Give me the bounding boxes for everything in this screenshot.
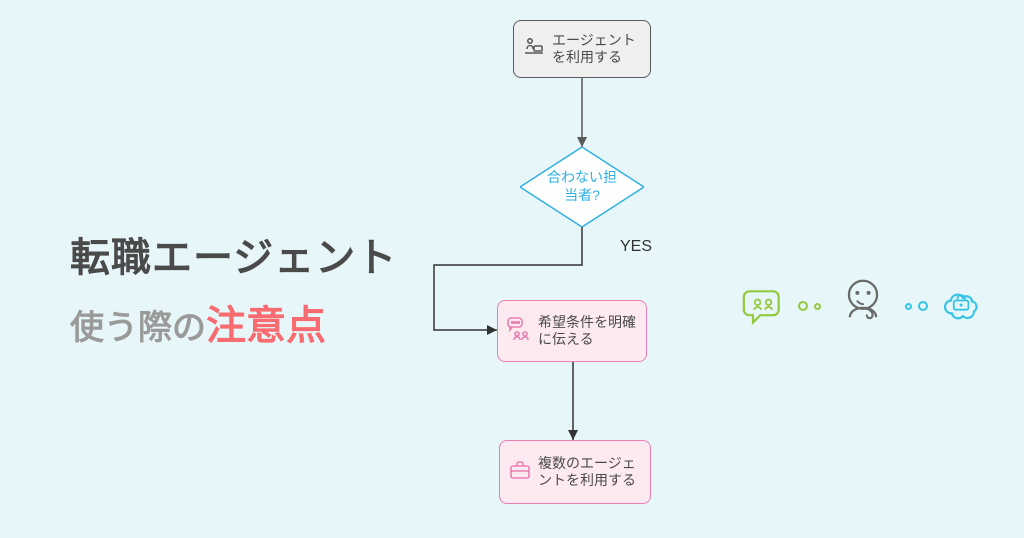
thought-dots-right bbox=[905, 301, 928, 311]
heading-line1: 転職エージェント bbox=[70, 225, 397, 283]
person-desk-icon bbox=[522, 35, 546, 64]
node-label: 希望条件を明確に伝える bbox=[538, 314, 638, 349]
dialog-people-icon bbox=[506, 316, 532, 347]
flowchart-node-tell-conditions: 希望条件を明確に伝える bbox=[497, 300, 647, 362]
flowchart-node-bad-match: 合わない担当者? bbox=[520, 147, 644, 227]
node-label: 合わない担当者? bbox=[542, 169, 621, 204]
speech-bubble-icon bbox=[742, 284, 786, 328]
thought-dots-left bbox=[798, 301, 821, 311]
thinking-person-icon bbox=[833, 276, 893, 336]
infographic-heading: 転職エージェント 使う際の注意点 bbox=[70, 225, 397, 351]
briefcase-icon bbox=[508, 458, 532, 487]
thought-cloud-icon bbox=[940, 284, 984, 328]
flowchart-node-use-multiple: 複数のエージェントを利用する bbox=[499, 440, 651, 504]
edge-label-yes: YES bbox=[620, 238, 652, 256]
flowchart-node-use-agent: エージェントを利用する bbox=[513, 20, 651, 78]
heading-line2: 使う際の注意点 bbox=[70, 293, 397, 351]
node-label: エージェントを利用する bbox=[552, 32, 642, 67]
node-label: 複数のエージェントを利用する bbox=[538, 455, 642, 490]
heading-line2-accent: 注意点 bbox=[206, 304, 326, 348]
thinking-person-decoration bbox=[742, 276, 984, 336]
heading-line2-prefix: 使う際の bbox=[70, 309, 206, 347]
